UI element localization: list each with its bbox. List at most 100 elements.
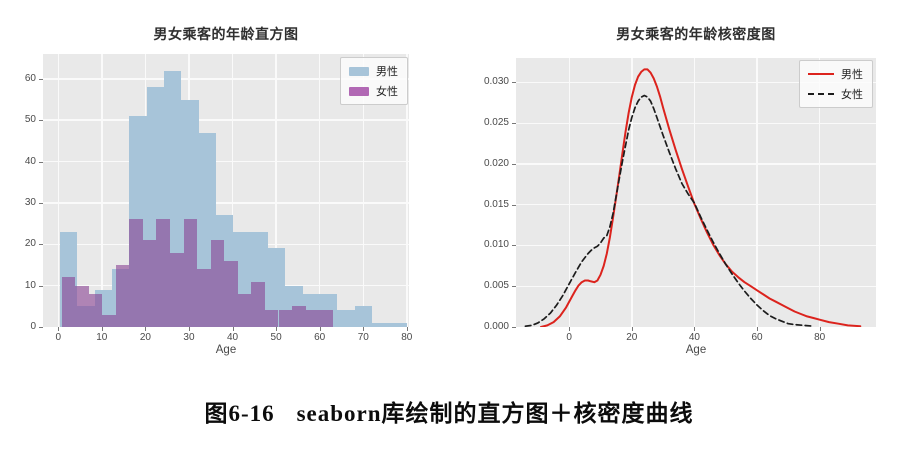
x-tick-mark (819, 327, 821, 331)
y-tick-mark (39, 78, 43, 80)
x-tick-mark (276, 327, 278, 331)
y-tick-label: 0.005 (483, 280, 509, 292)
x-tick-label: 40 (226, 332, 239, 343)
hist-bar-female (278, 310, 293, 327)
legend-label-female: 女性 (376, 86, 398, 98)
hist-bar-female (156, 219, 170, 327)
y-tick-mark (512, 204, 516, 206)
x-tick-mark (232, 327, 234, 331)
y-tick-label: 20 (24, 238, 36, 250)
y-tick-label: 60 (24, 72, 36, 84)
hist-bar-female (88, 293, 103, 327)
kde-plot-area: 男性 女性 (516, 58, 876, 327)
kde-title: 男女乘客的年龄核密度图 (616, 26, 776, 42)
y-gridline (516, 244, 876, 247)
y-tick-label: 30 (24, 196, 36, 208)
hist-bar-female (210, 240, 225, 327)
female-color-swatch-icon (349, 86, 369, 96)
x-gridline (57, 54, 59, 327)
y-tick-mark (512, 286, 516, 288)
y-tick-mark (39, 327, 43, 328)
y-tick-label: 40 (24, 155, 36, 167)
x-gridline (275, 54, 277, 327)
hist-bar-female (183, 219, 198, 327)
y-tick-label: 50 (24, 114, 36, 126)
x-gridline (101, 54, 103, 327)
x-tick-label: 20 (626, 332, 638, 343)
y-gridline (516, 122, 876, 124)
hist-bar-female (237, 293, 252, 327)
hist-bar-male (354, 306, 373, 327)
x-tick-mark (406, 327, 408, 331)
y-tick-label: 0.020 (483, 157, 509, 169)
hist-bar-male (268, 248, 286, 327)
x-tick-mark (101, 327, 103, 331)
hist-bar-female (197, 269, 211, 327)
y-tick-mark (39, 285, 43, 287)
y-gridline (516, 285, 876, 287)
y-tick-label: 10 (24, 279, 36, 291)
x-gridline (756, 58, 758, 327)
y-tick-label: 0.015 (483, 198, 509, 210)
hist-bar-female (170, 252, 184, 327)
y-tick-mark (39, 161, 43, 163)
histogram-x-axis-label: Age (215, 344, 237, 356)
x-tick-mark (145, 327, 147, 331)
x-tick-label: 50 (270, 332, 282, 343)
y-tick-mark (512, 327, 516, 328)
female-line-swatch-icon (808, 93, 834, 95)
x-tick-mark (319, 327, 321, 331)
x-gridline (231, 54, 234, 327)
y-tick-mark (39, 120, 43, 122)
y-tick-label: 0.030 (483, 76, 509, 88)
y-tick-label: 0.010 (483, 239, 509, 251)
y-gridline (43, 202, 409, 204)
kde-panel: 男女乘客的年龄核密度图 男性 女性 Age 0 20 40 60 80 0.000 0.00… (449, 0, 898, 375)
y-tick-label: 0.000 (483, 321, 509, 332)
hist-bar-female (264, 310, 279, 327)
hist-bar-male (389, 322, 407, 327)
y-tick-mark (512, 82, 516, 84)
histogram-legend: 男性 女性 (340, 57, 408, 105)
hist-bar-female (102, 314, 116, 327)
x-tick-label: 80 (814, 332, 826, 343)
x-gridline (568, 58, 570, 327)
x-gridline (693, 58, 696, 327)
figure-caption-text: seaborn库绘制的直方图＋核密度曲线 (296, 401, 694, 426)
x-gridline (318, 54, 321, 327)
legend-item-male: 男性 (349, 63, 398, 79)
y-gridline (43, 119, 409, 121)
hist-bar-male (337, 310, 355, 327)
male-line-swatch-icon (808, 73, 834, 75)
x-tick-mark (694, 327, 696, 331)
y-tick-mark (39, 244, 43, 246)
x-tick-label: 10 (96, 332, 108, 343)
histogram-plot-area: 男性 女性 (43, 54, 409, 327)
y-tick-label: 0 (30, 321, 36, 332)
y-gridline (516, 204, 876, 206)
kde-line-male (540, 68, 862, 327)
x-tick-mark (188, 327, 190, 331)
kde-curves (524, 68, 862, 327)
y-tick-mark (39, 202, 43, 204)
y-tick-mark (512, 245, 516, 247)
legend-item-female: 女性 (349, 83, 398, 99)
hist-bar-female (292, 306, 306, 327)
x-tick-label: 30 (183, 332, 195, 343)
x-gridline (631, 58, 633, 327)
x-tick-label: 60 (314, 332, 326, 343)
x-tick-label: 80 (401, 332, 413, 343)
x-tick-mark (58, 327, 60, 331)
histogram-title: 男女乘客的年龄直方图 (153, 26, 299, 42)
y-tick-label: 0.025 (483, 117, 509, 129)
hist-bar-female (115, 264, 130, 327)
male-color-swatch-icon (349, 66, 369, 76)
legend-item-female: 女性 (808, 86, 863, 102)
hist-bar-female (305, 310, 320, 327)
legend-item-male: 男性 (808, 66, 863, 82)
hist-bar-female (251, 281, 265, 327)
x-tick-label: 20 (139, 332, 151, 343)
kde-x-axis-label: Age (685, 344, 707, 356)
hist-bar-female (224, 260, 238, 327)
hist-bar-female (75, 285, 89, 327)
